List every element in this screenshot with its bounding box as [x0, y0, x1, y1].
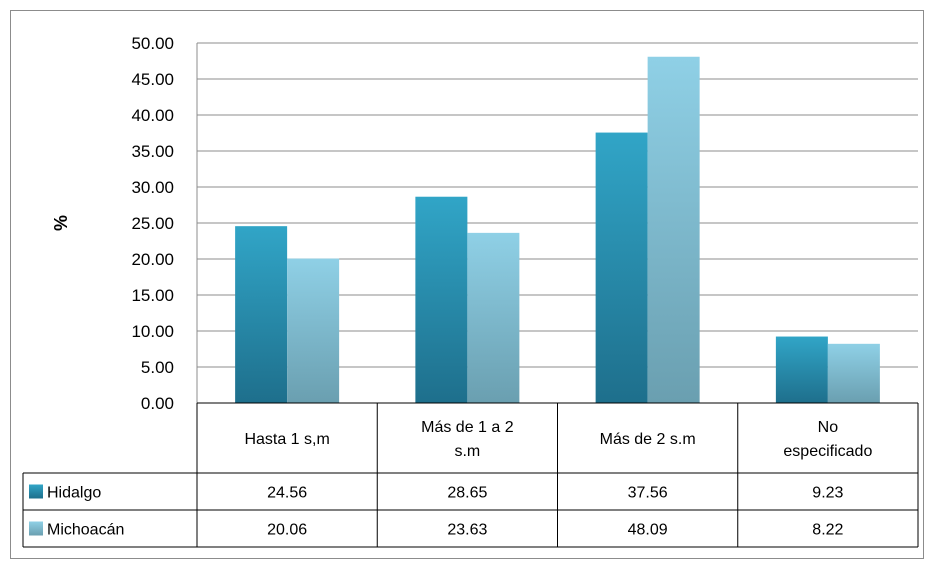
category-label: s.m [454, 443, 480, 460]
y-tick-label: 50.00 [131, 34, 174, 53]
bar-michoacán-0 [287, 258, 340, 403]
bar-hidalgo-0 [235, 226, 288, 403]
bar-hidalgo-3 [775, 336, 828, 403]
y-tick-label: 25.00 [131, 214, 174, 233]
y-tick-label: 0.00 [141, 394, 174, 413]
y-tick-label: 15.00 [131, 286, 174, 305]
data-label: 23.63 [447, 522, 487, 539]
category-label: Hasta 1 s,m [244, 431, 329, 448]
y-tick-labels: 0.00 5.00 10.00 15.00 20.00 25.00 30.00 35.00 40… [131, 34, 174, 413]
data-label: 8.22 [812, 522, 843, 539]
data-label: 37.56 [628, 485, 668, 502]
data-label: 9.23 [812, 485, 843, 502]
bar-chart: 0.00 5.00 10.00 15.00 20.00 25.00 30.00 35.00 40… [22, 34, 919, 548]
bars [235, 56, 880, 403]
bar-hidalgo-2 [595, 132, 648, 403]
y-tick-label: 20.00 [131, 250, 174, 269]
y-axis-label: % [51, 215, 71, 231]
data-label: 24.56 [267, 485, 307, 502]
y-tick-label: 5.00 [141, 358, 174, 377]
y-tick-label: 10.00 [131, 322, 174, 341]
data-table: Hasta 1 s,m Más de 1 a 2 s.m Más de 2 s.m No… [22, 402, 919, 548]
y-tick-label: 40.00 [131, 106, 174, 125]
y-tick-label: 35.00 [131, 142, 174, 161]
legend-label: Hidalgo [47, 485, 101, 502]
bar-michoacán-2 [647, 56, 700, 403]
category-label: especificado [783, 443, 872, 460]
bar-michoacán-1 [467, 232, 520, 403]
category-label: No [818, 419, 839, 436]
data-label: 28.65 [447, 485, 487, 502]
y-tick-label: 30.00 [131, 178, 174, 197]
chart-frame: 0.00 5.00 10.00 15.00 20.00 25.00 30.00 35.00 40… [10, 10, 924, 559]
legend-swatch-hidalgo [29, 484, 43, 499]
category-label: Más de 1 a 2 [421, 419, 514, 436]
legend-label: Michoacán [47, 522, 124, 539]
bar-hidalgo-1 [415, 196, 468, 403]
category-label: Más de 2 s.m [600, 431, 696, 448]
legend-swatch-michoacán [29, 521, 43, 536]
y-tick-label: 45.00 [131, 70, 174, 89]
data-label: 20.06 [267, 522, 307, 539]
bar-michoacán-3 [827, 343, 880, 403]
data-label: 48.09 [628, 522, 668, 539]
